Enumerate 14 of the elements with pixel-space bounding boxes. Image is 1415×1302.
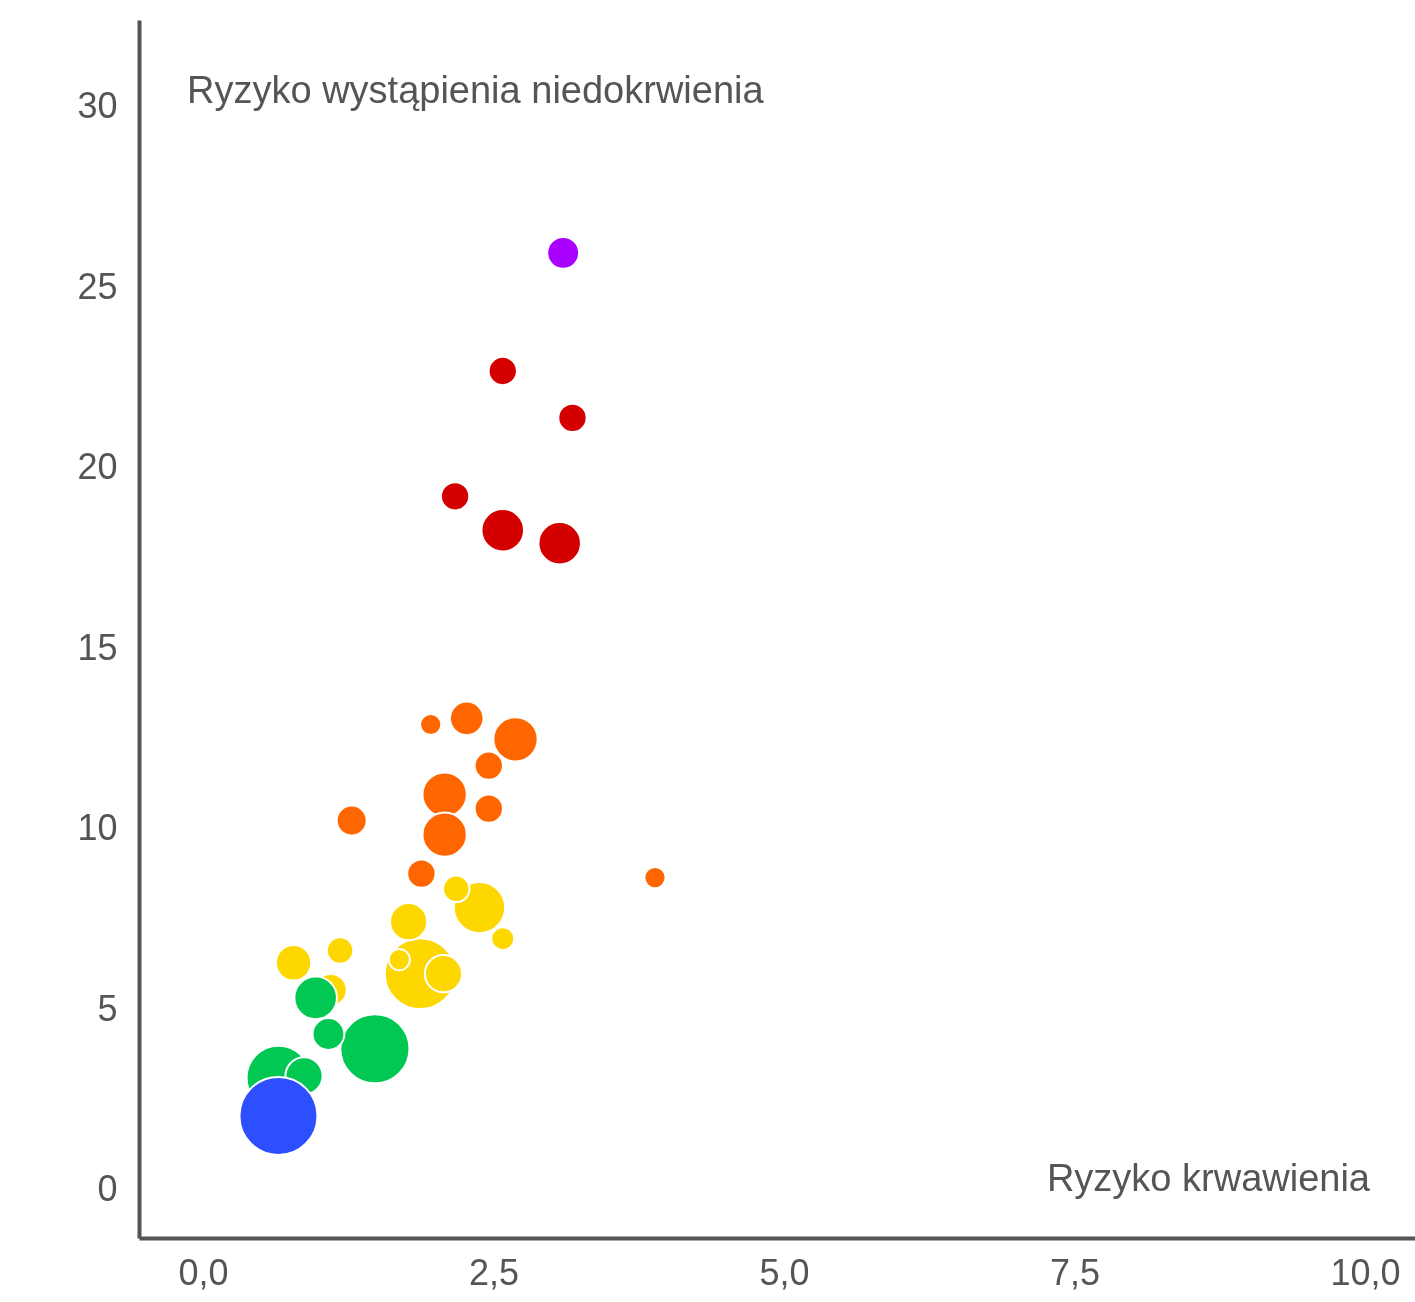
x-tick-label: 7,5 bbox=[1049, 1251, 1101, 1293]
y-tick-label: 0 bbox=[97, 1168, 118, 1210]
y-axis-title: Ryzyko wystąpienia niedokrwienia bbox=[187, 69, 765, 111]
y-tick-label: 10 bbox=[77, 807, 118, 849]
y-tick-label: 25 bbox=[77, 265, 118, 307]
x-tick-label: 10,0 bbox=[1330, 1251, 1401, 1293]
y-tick-label: 5 bbox=[97, 987, 118, 1029]
x-tick-label: 2,5 bbox=[468, 1251, 519, 1293]
y-tick-label: 15 bbox=[77, 626, 118, 668]
y-tick-label: 30 bbox=[77, 85, 118, 127]
x-axis-title: Ryzyko krwawienia bbox=[1046, 1157, 1371, 1199]
y-tick-label: 20 bbox=[77, 446, 118, 488]
x-tick-label: 5,0 bbox=[759, 1251, 810, 1293]
x-tick-label: 0,0 bbox=[178, 1251, 229, 1293]
